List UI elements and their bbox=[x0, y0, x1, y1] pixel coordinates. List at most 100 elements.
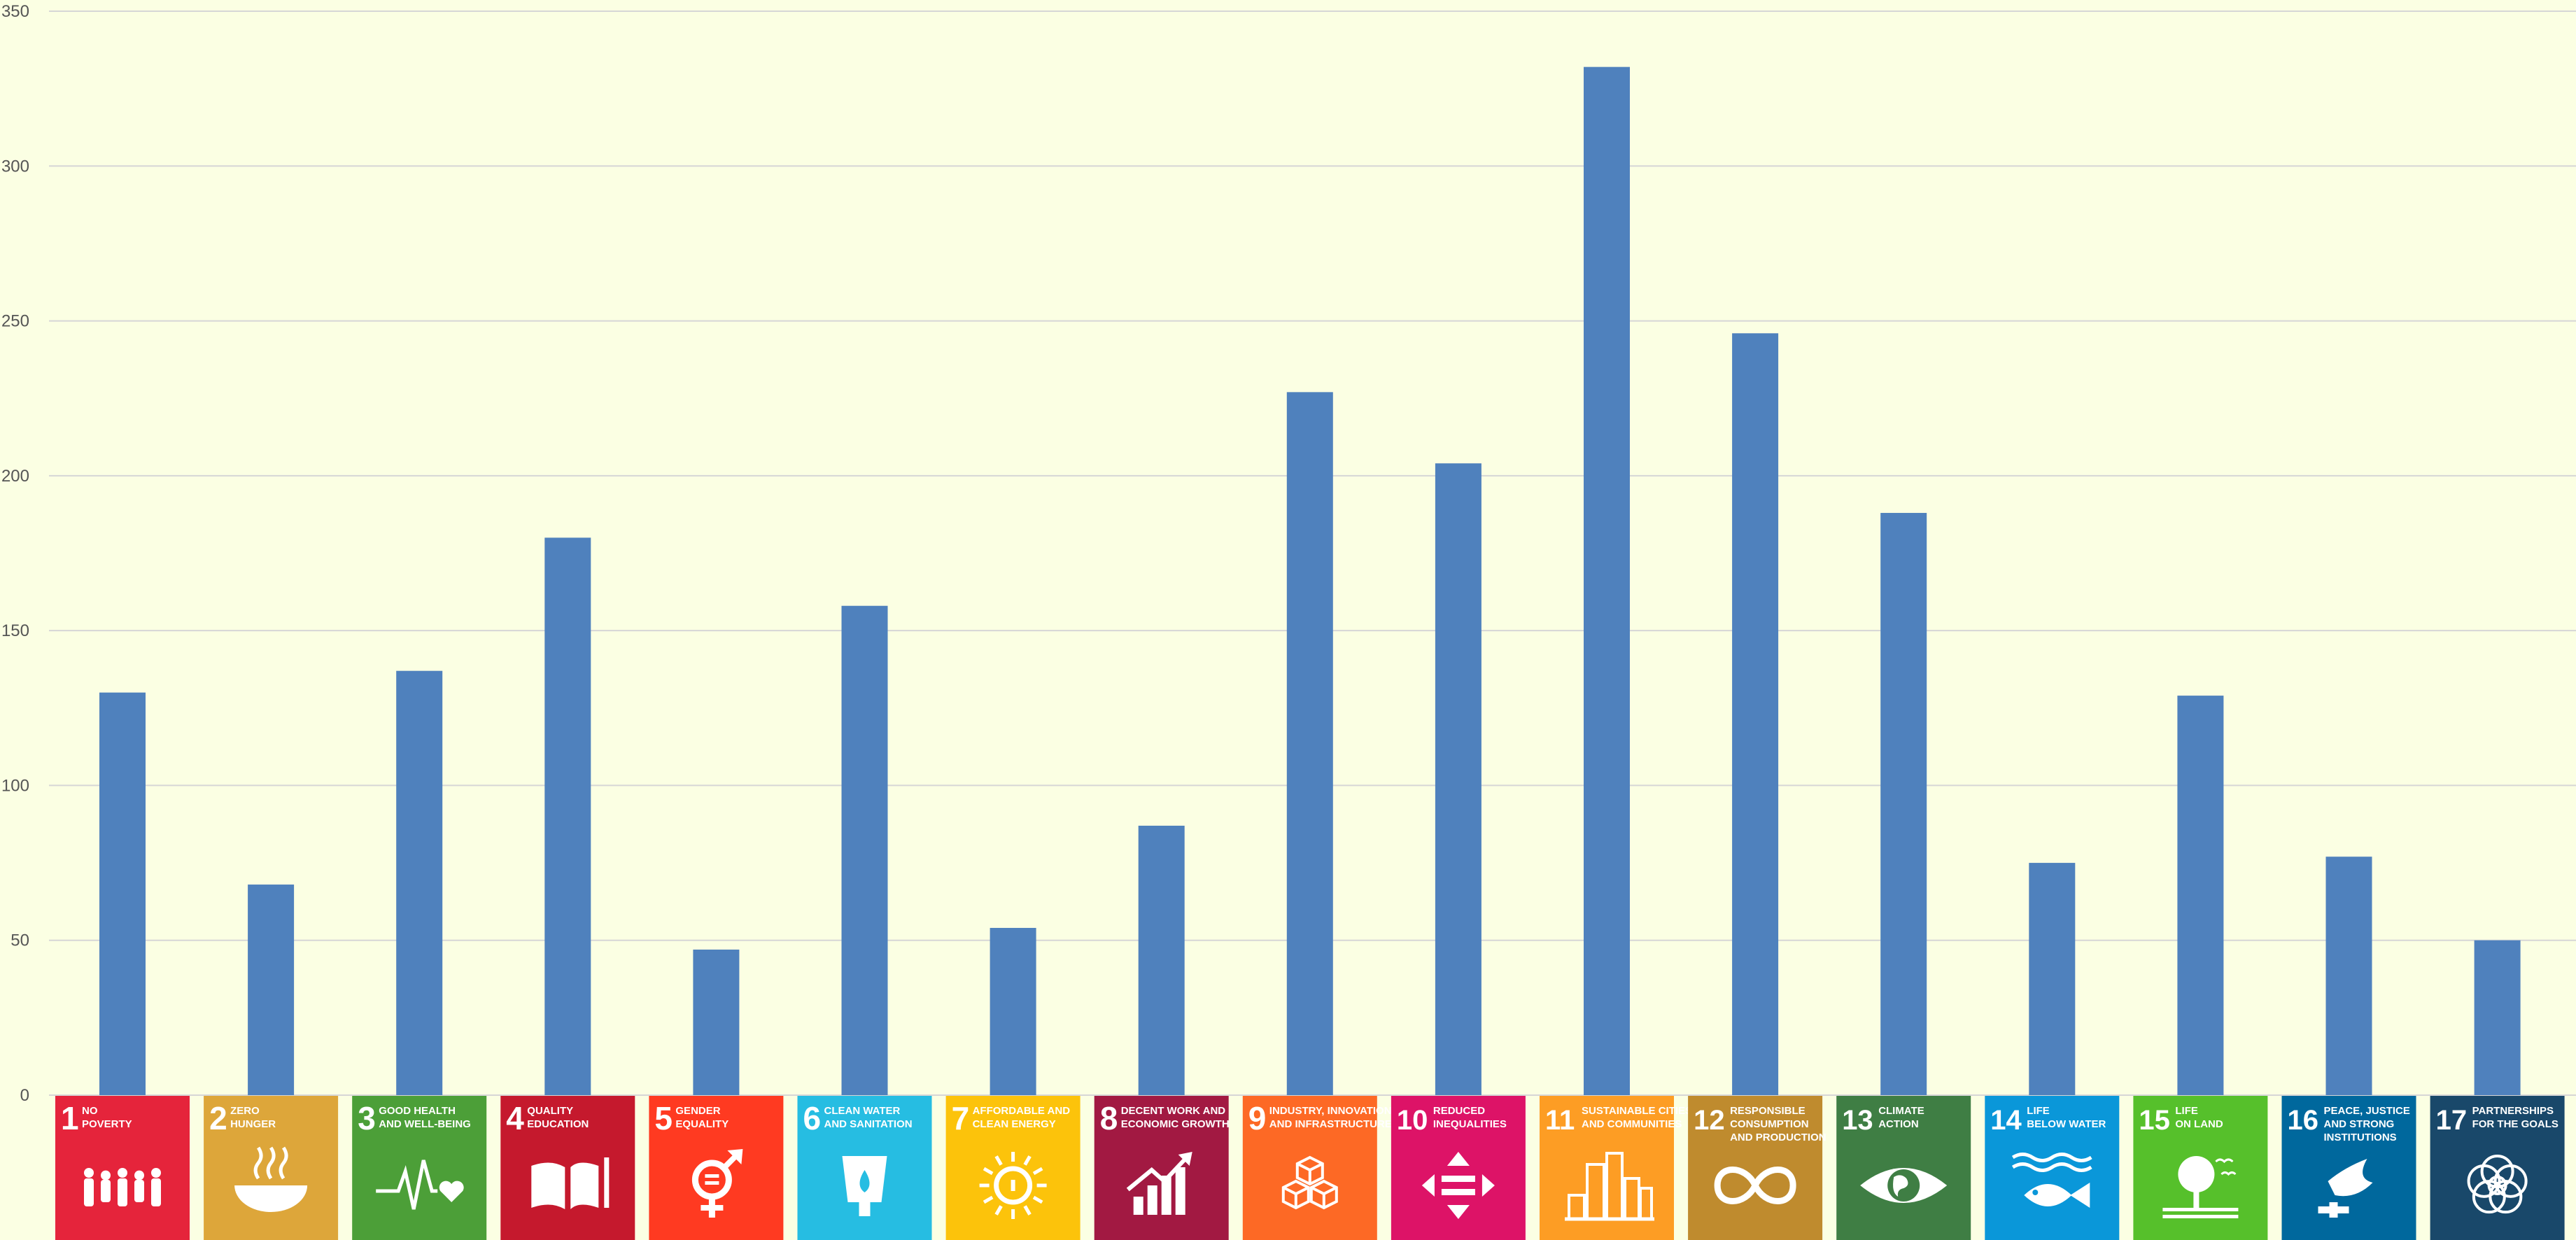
sdg-tile-background bbox=[1094, 1096, 1229, 1240]
sdg-tile-16: 16 PEACE, JUSTICE AND STRONG INSTITUTIONS bbox=[2281, 1096, 2416, 1240]
sdg-tile-9: 9 INDUSTRY, INNOVATION AND INFRASTRUCTURE bbox=[1242, 1096, 1392, 1240]
y-tick-label: 0 bbox=[20, 1086, 29, 1105]
sdg-number: 14 bbox=[1990, 1105, 2022, 1136]
fish-icon bbox=[2011, 1153, 2092, 1208]
sdg-tile-background bbox=[204, 1096, 339, 1240]
bar-goal-1 bbox=[99, 692, 146, 1095]
sdg-tile-13: 13 CLIMATE ACTION bbox=[1836, 1096, 1971, 1240]
sdg-number: 9 bbox=[1248, 1100, 1267, 1136]
bar-goal-14 bbox=[2029, 863, 2076, 1095]
y-axis-tick-labels: 0 50 100 150 200 250 300 350 bbox=[1, 2, 29, 1105]
sdg-tile-15: 15 LIFE ON LAND bbox=[2133, 1096, 2268, 1240]
sdg-tile-4: 4 QUALITY EDUCATION bbox=[500, 1096, 635, 1240]
sdg-tile-1: 1 NO POVERTY bbox=[55, 1096, 190, 1240]
bar-goal-17 bbox=[2474, 940, 2521, 1095]
sdg-number: 8 bbox=[1100, 1100, 1118, 1136]
sdg-number: 3 bbox=[358, 1100, 376, 1136]
bar-goal-16 bbox=[2325, 857, 2372, 1095]
sdg-tile-14: 14 LIFE BELOW WATER bbox=[1985, 1096, 2120, 1240]
sdg-title: QUALITY EDUCATION bbox=[527, 1105, 589, 1130]
sdg-number: 5 bbox=[654, 1100, 673, 1136]
bar-goal-6 bbox=[841, 605, 888, 1095]
sdg-number: 16 bbox=[2288, 1105, 2319, 1136]
y-tick-label: 150 bbox=[1, 621, 29, 640]
sdg-title: INDUSTRY, INNOVATION AND INFRASTRUCTURE bbox=[1269, 1105, 1392, 1130]
sdg-tile-11: 11 SUSTAINABLE CITIES AND COMMUNITIES bbox=[1540, 1096, 1692, 1240]
sdg-tile-12: 12 RESPONSIBLE CONSUMPTION AND PRODUCTION bbox=[1688, 1096, 1827, 1240]
sdg-number: 17 bbox=[2436, 1105, 2468, 1136]
sdg-tile-background bbox=[649, 1096, 784, 1240]
sdg-title: GOOD HEALTH AND WELL-BEING bbox=[379, 1105, 471, 1130]
sdg-tile-7: 7 AFFORDABLE AND CLEAN ENERGY bbox=[945, 1096, 1081, 1240]
sdg-tile-8: 8 DECENT WORK AND ECONOMIC GROWTH bbox=[1094, 1096, 1230, 1240]
sdg-number: 1 bbox=[61, 1100, 79, 1136]
bar-goal-10 bbox=[1435, 463, 1481, 1095]
infinity-icon bbox=[1714, 1167, 1796, 1204]
sdg-tile-10: 10 REDUCED INEQUALITIES bbox=[1391, 1096, 1526, 1240]
sun-power-icon bbox=[979, 1152, 1047, 1219]
sdg-number: 2 bbox=[209, 1100, 227, 1136]
sdg-tile-6: 6 CLEAN WATER AND SANITATION bbox=[797, 1096, 932, 1240]
sdg-tile-background bbox=[1242, 1096, 1377, 1240]
sdg-title: PEACE, JUSTICE AND STRONG INSTITUTIONS bbox=[2324, 1105, 2410, 1143]
sdg-number: 4 bbox=[506, 1100, 524, 1136]
bar-goal-13 bbox=[1880, 512, 1927, 1095]
y-tick-label: 50 bbox=[10, 931, 29, 950]
sdg-goal-tiles: 1 NO POVERTY 2 ZERO HUNGER 3 GOOD HEALTH AND WEL… bbox=[55, 1096, 2565, 1240]
bar-goal-9 bbox=[1286, 392, 1333, 1095]
bar-goal-2 bbox=[248, 885, 295, 1095]
family-icon bbox=[84, 1168, 161, 1206]
bar-goal-7 bbox=[990, 928, 1036, 1095]
bar-goal-11 bbox=[1584, 66, 1630, 1096]
sdg-title: GENDER EQUALITY bbox=[675, 1105, 729, 1130]
equality-arrows-icon bbox=[1421, 1152, 1495, 1219]
sdg-title: LIFE BELOW WATER bbox=[2027, 1105, 2106, 1130]
sdg-number: 12 bbox=[1694, 1105, 1725, 1136]
bars bbox=[99, 66, 2521, 1096]
bar-goal-8 bbox=[1138, 825, 1185, 1095]
sdg-title: PARTNERSHIPS FOR THE GOALS bbox=[2472, 1105, 2559, 1130]
sdg-title: ZERO HUNGER bbox=[230, 1105, 276, 1130]
y-tick-label: 100 bbox=[1, 776, 29, 795]
sdg-tile-background bbox=[2430, 1096, 2565, 1240]
y-tick-label: 300 bbox=[1, 157, 29, 176]
bar-goal-4 bbox=[544, 537, 591, 1095]
sdg-tile-background bbox=[500, 1096, 635, 1240]
sdg-number: 15 bbox=[2139, 1105, 2170, 1136]
y-tick-label: 350 bbox=[1, 2, 29, 21]
sdg-title: NO POVERTY bbox=[82, 1105, 132, 1130]
bar-goal-5 bbox=[693, 949, 740, 1095]
book-icon bbox=[531, 1157, 610, 1209]
sdg-number: 11 bbox=[1545, 1105, 1575, 1136]
sdg-number: 10 bbox=[1397, 1105, 1428, 1136]
tree-icon bbox=[2162, 1156, 2239, 1218]
sdg-tile-5: 5 GENDER EQUALITY bbox=[649, 1096, 784, 1240]
cubes-icon bbox=[1281, 1155, 1338, 1210]
sdg-title: LIFE ON LAND bbox=[2175, 1105, 2223, 1130]
city-icon bbox=[1565, 1152, 1654, 1221]
sdg-title: SUSTAINABLE CITIES AND COMMUNITIES bbox=[1582, 1105, 1692, 1130]
sdg-tile-17: 17 PARTNERSHIPS FOR THE GOALS bbox=[2430, 1096, 2565, 1240]
sdg-number: 7 bbox=[952, 1100, 970, 1136]
sdg-tile-background bbox=[1688, 1096, 1823, 1240]
dove-gavel-icon bbox=[2318, 1159, 2373, 1218]
eye-globe-icon bbox=[1860, 1168, 1948, 1203]
heartbeat-icon bbox=[376, 1160, 464, 1210]
sdg-title: RESPONSIBLE CONSUMPTION AND PRODUCTION bbox=[1730, 1105, 1827, 1143]
sdg-tile-background bbox=[352, 1096, 487, 1240]
bar-goal-15 bbox=[2177, 696, 2224, 1095]
sdg-title: REDUCED INEQUALITIES bbox=[1433, 1105, 1507, 1130]
sdg-title: CLIMATE ACTION bbox=[1878, 1105, 1924, 1130]
gender-icon bbox=[691, 1149, 743, 1218]
sdg-title: CLEAN WATER AND SANITATION bbox=[824, 1105, 913, 1130]
sdg-tile-2: 2 ZERO HUNGER bbox=[204, 1096, 339, 1240]
y-tick-label: 200 bbox=[1, 467, 29, 486]
y-tick-label: 250 bbox=[1, 312, 29, 331]
sdg-title: AFFORDABLE AND CLEAN ENERGY bbox=[973, 1105, 1071, 1130]
water-drop-icon bbox=[842, 1156, 887, 1216]
sdg-title: DECENT WORK AND ECONOMIC GROWTH bbox=[1121, 1105, 1230, 1130]
bowl-icon bbox=[234, 1146, 308, 1212]
sdg-tile-3: 3 GOOD HEALTH AND WELL-BEING bbox=[352, 1096, 487, 1240]
bar-goal-3 bbox=[396, 670, 443, 1095]
